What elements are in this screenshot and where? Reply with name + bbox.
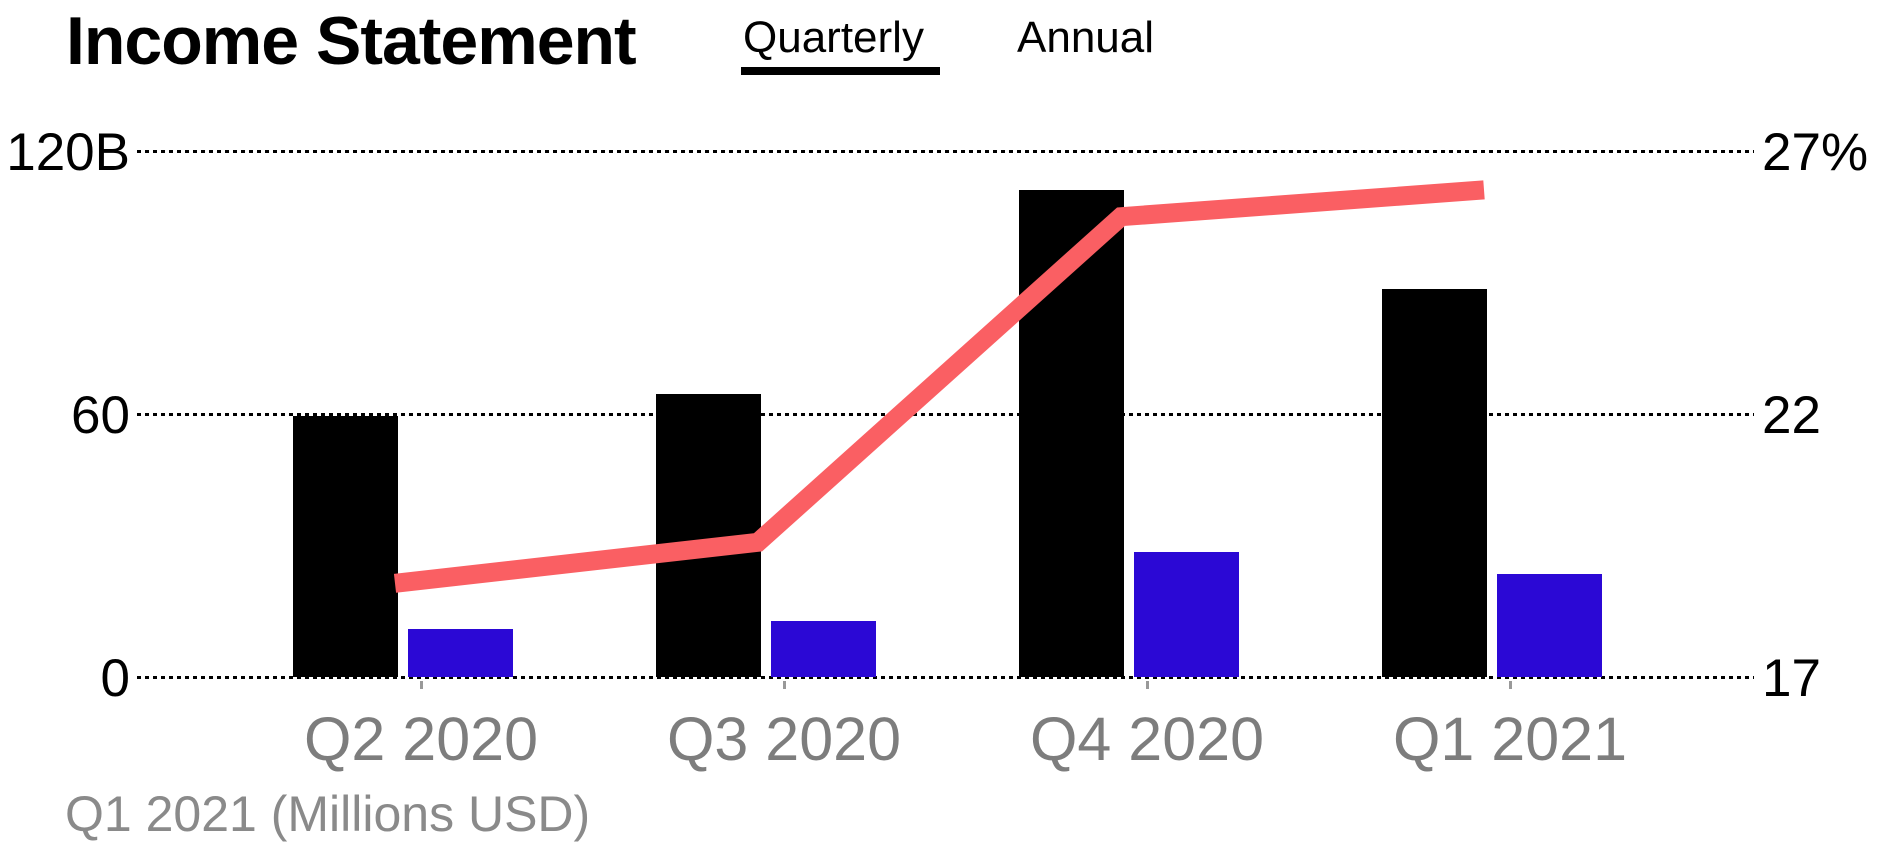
x-axis-label: Q1 2021 — [1392, 705, 1628, 773]
bar-revenue — [293, 416, 398, 677]
y-axis-label-left: 120B — [6, 123, 130, 182]
y-axis-label-left: 0 — [100, 649, 130, 708]
active-tab-underline — [741, 67, 940, 75]
x-axis-tick — [783, 681, 786, 689]
gridline — [137, 676, 1754, 679]
bar-net-income — [408, 629, 513, 677]
chart-caption: Q1 2021 (Millions USD) — [65, 786, 591, 842]
bar-revenue — [656, 394, 761, 677]
profit-margin-line — [393, 180, 1485, 593]
x-axis-tick — [420, 681, 423, 689]
bar-net-income — [1134, 552, 1239, 677]
x-axis-label: Q3 2020 — [666, 705, 902, 773]
tab-annual[interactable]: Annual — [1017, 13, 1155, 62]
bar-net-income — [1497, 574, 1602, 677]
page-title: Income Statement — [66, 3, 637, 79]
y-axis-label-right: 27% — [1762, 123, 1869, 182]
y-axis-label-left: 60 — [71, 386, 130, 445]
y-axis-label-right: 22 — [1762, 386, 1821, 445]
x-axis-label: Q4 2020 — [1029, 705, 1265, 773]
x-axis-label: Q2 2020 — [303, 705, 539, 773]
x-axis-tick — [1146, 681, 1149, 689]
bar-revenue — [1382, 289, 1487, 677]
bar-net-income — [771, 621, 876, 677]
tab-quarterly[interactable]: Quarterly — [743, 13, 924, 62]
gridline — [137, 150, 1754, 153]
x-axis-tick — [1509, 681, 1512, 689]
y-axis-label-right: 17 — [1762, 649, 1821, 708]
bar-revenue — [1019, 190, 1124, 677]
